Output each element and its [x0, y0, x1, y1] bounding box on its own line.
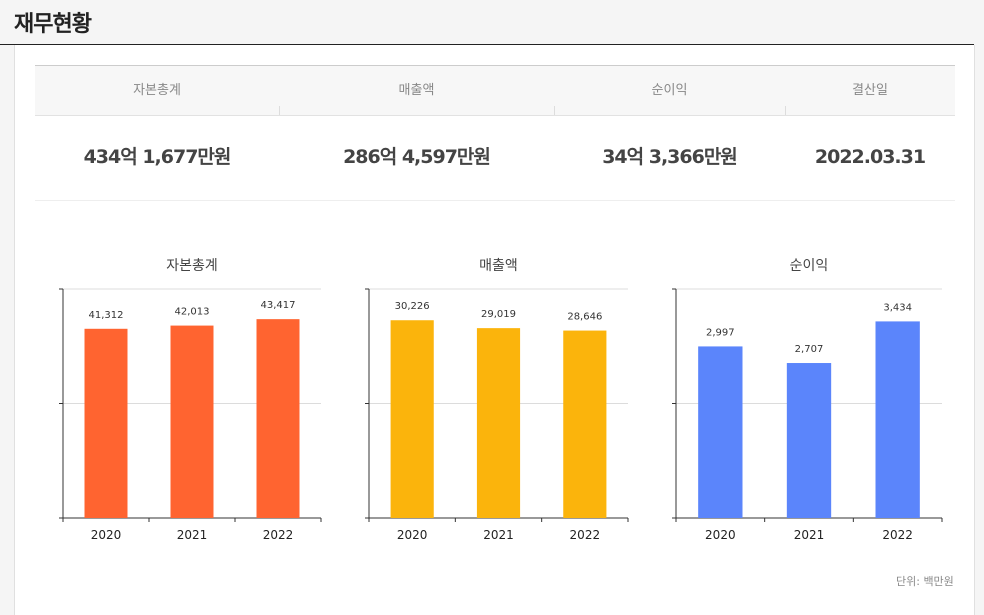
bar [256, 319, 300, 518]
summary-header-revenue: 매출액 [398, 83, 435, 98]
summary-header-equity: 자본총계 [133, 83, 181, 98]
x-tick-label: 2022 [263, 528, 294, 542]
bar [786, 363, 832, 518]
summary-values-row: 434억 1,677만원 286억 4,597만원 34억 3,366만원 20… [35, 115, 955, 201]
summary-header-row: 자본총계 매출액 순이익 결산일 [35, 65, 955, 116]
header-separator [279, 106, 280, 115]
data-label: 28,646 [567, 312, 602, 323]
data-label: 2,997 [706, 327, 735, 338]
x-tick-label: 2020 [91, 528, 122, 542]
x-tick-label: 2020 [397, 528, 428, 542]
data-label: 2,707 [795, 344, 824, 355]
x-tick-label: 2021 [483, 528, 514, 542]
chart-title: 매출액 [479, 258, 518, 274]
header-separator [785, 106, 786, 115]
summary-value-net-income: 34억 3,366만원 [602, 146, 738, 168]
data-label: 30,226 [395, 301, 430, 312]
data-label: 3,434 [883, 302, 912, 313]
bar [84, 328, 128, 518]
summary-header-net-income: 순이익 [651, 83, 688, 98]
data-label: 41,312 [89, 310, 124, 321]
data-label: 43,417 [261, 300, 296, 311]
bar [390, 320, 434, 518]
summary-value-closing-date: 2022.03.31 [814, 146, 926, 168]
x-tick-label: 2022 [882, 528, 913, 542]
summary-value-revenue: 286억 4,597만원 [343, 146, 491, 168]
page-title: 재무현황 [14, 12, 92, 37]
x-tick-label: 2022 [570, 528, 601, 542]
bar [875, 321, 920, 518]
summary-header-closing-date: 결산일 [852, 83, 888, 98]
bar [476, 328, 521, 518]
unit-note: 단위: 백만원 [896, 575, 954, 588]
x-tick-label: 2021 [794, 528, 825, 542]
x-tick-label: 2021 [177, 528, 208, 542]
data-label: 29,019 [481, 309, 516, 320]
bar [698, 346, 743, 518]
summary-value-equity: 434억 1,677만원 [83, 146, 232, 168]
bar [563, 330, 607, 518]
bar [170, 325, 214, 518]
title-divider [0, 44, 974, 45]
x-tick-label: 2020 [705, 528, 736, 542]
data-label: 42,013 [175, 307, 210, 318]
header-separator [554, 106, 555, 115]
chart-title: 자본총계 [166, 258, 218, 274]
chart-title: 순이익 [790, 258, 829, 274]
